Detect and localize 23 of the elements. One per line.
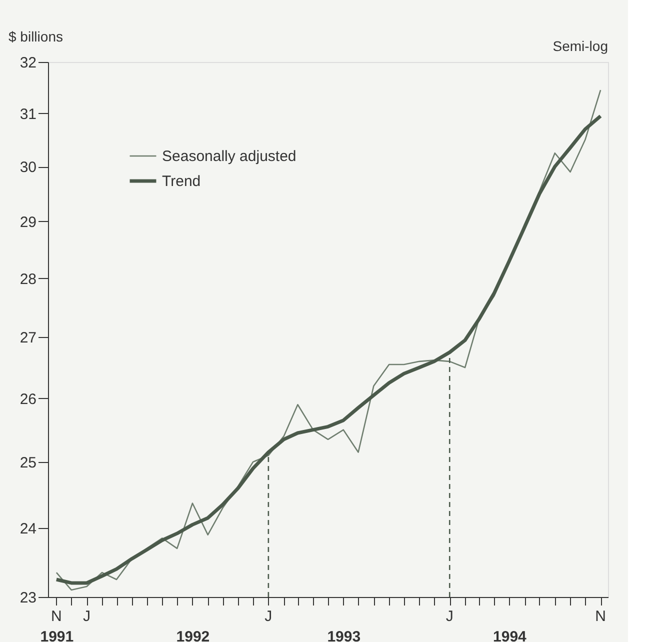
text: N: [51, 608, 62, 625]
y-tick-label: 28: [20, 270, 36, 288]
text: Semi-log: [552, 38, 608, 54]
y-tick-label: 23: [20, 590, 36, 606]
x-tick-label: 1991: [40, 628, 74, 642]
text: N: [595, 608, 606, 625]
x-tick-label: 1994: [493, 628, 528, 642]
x-tick-label: 1993: [327, 628, 361, 642]
y-tick-label: 29: [20, 214, 36, 231]
text: J: [446, 608, 454, 625]
legend-label: Seasonally adjusted: [162, 148, 296, 165]
text: J: [264, 608, 272, 625]
x-tick-label: 1992: [176, 628, 210, 642]
y-tick-label: 31: [20, 106, 36, 123]
text: J: [82, 608, 90, 625]
y-tick-label: 26: [20, 390, 36, 408]
y-tick-label: 27: [20, 330, 36, 347]
y-tick-label: 24: [20, 520, 36, 538]
y-tick-label: 32: [20, 54, 36, 72]
y-tick-label: 25: [20, 454, 36, 472]
legend-label: Trend: [162, 173, 201, 190]
y-axis-title: $ billions: [8, 28, 63, 44]
y-tick-label: 30: [20, 159, 36, 176]
